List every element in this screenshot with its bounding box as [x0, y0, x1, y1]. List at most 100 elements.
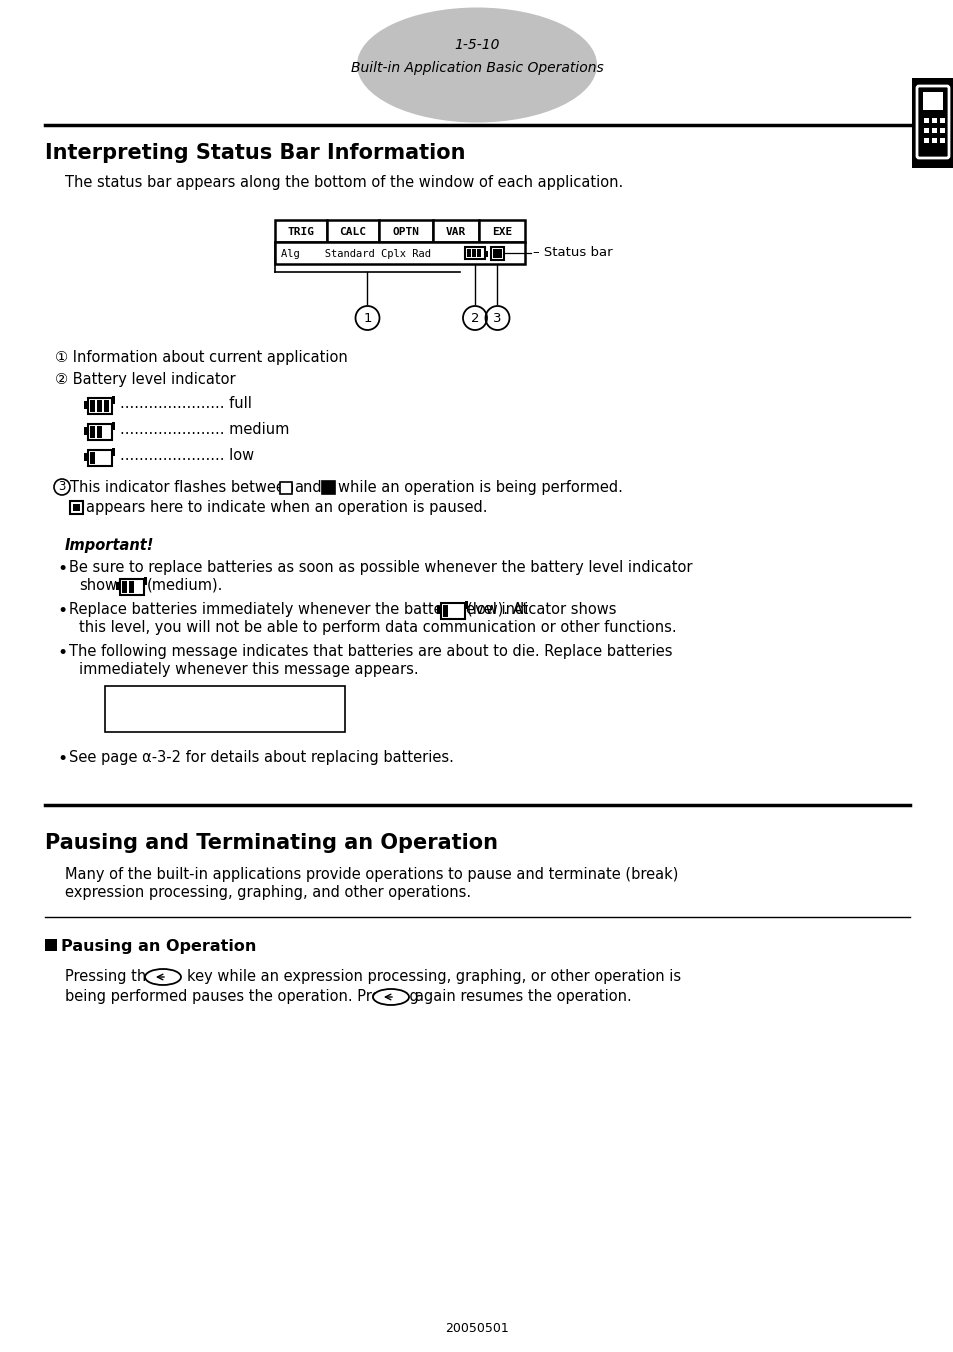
Bar	[84, 402, 88, 410]
Bar	[122, 581, 127, 594]
Text: Batteries are extremely low!: Batteries are extremely low!	[112, 692, 321, 707]
Bar	[493, 249, 501, 257]
Bar	[45, 940, 57, 950]
Bar	[116, 581, 120, 589]
Bar	[90, 452, 95, 464]
Bar	[97, 426, 102, 438]
Bar	[378, 220, 433, 242]
Text: This indicator flashes between: This indicator flashes between	[70, 480, 294, 495]
Text: ② Battery level indicator: ② Battery level indicator	[55, 372, 235, 387]
Text: immediately whenever this message appears.: immediately whenever this message appear…	[79, 662, 418, 677]
Text: key while an expression processing, graphing, or other operation is: key while an expression processing, grap…	[187, 969, 680, 984]
Text: Alg    Standard Cplx Rad: Alg Standard Cplx Rad	[281, 249, 431, 260]
Text: Pressing the: Pressing the	[65, 969, 155, 984]
Text: this level, you will not be able to perform data communication or other function: this level, you will not be able to perf…	[79, 621, 676, 635]
Text: expression processing, graphing, and other operations.: expression processing, graphing, and oth…	[65, 886, 471, 900]
Bar	[97, 400, 102, 412]
Bar	[112, 422, 115, 430]
Text: ...................... low: ...................... low	[120, 448, 253, 462]
Text: •: •	[57, 644, 67, 662]
Ellipse shape	[373, 990, 409, 1005]
FancyBboxPatch shape	[916, 87, 948, 158]
Text: Many of the built-in applications provide operations to pause and terminate (bre: Many of the built-in applications provid…	[65, 867, 678, 882]
Bar	[105, 685, 345, 731]
Ellipse shape	[356, 8, 597, 123]
Text: CALC: CALC	[339, 227, 366, 237]
Bar	[923, 128, 928, 132]
Text: •: •	[57, 602, 67, 621]
Text: Pausing an Operation: Pausing an Operation	[61, 940, 256, 955]
Bar	[129, 581, 133, 594]
Text: ① Information about current application: ① Information about current application	[55, 350, 348, 365]
Bar	[280, 483, 292, 493]
Bar	[70, 502, 83, 514]
Bar	[939, 118, 944, 123]
Bar	[923, 92, 942, 110]
Bar	[90, 400, 95, 412]
Bar	[322, 481, 335, 493]
Text: The following message indicates that batteries are about to die. Replace batteri: The following message indicates that bat…	[69, 644, 672, 658]
Bar	[120, 579, 144, 595]
Bar	[464, 602, 468, 608]
Text: VAR: VAR	[445, 227, 466, 237]
Text: being performed pauses the operation. Pressing: being performed pauses the operation. Pr…	[65, 990, 418, 1005]
Text: ...................... full: ...................... full	[120, 396, 252, 411]
Bar	[327, 220, 378, 242]
Text: ...................... medium: ...................... medium	[120, 422, 289, 437]
Bar	[911, 78, 953, 168]
Bar	[274, 220, 327, 242]
Text: and: and	[294, 480, 321, 495]
Text: Interpreting Status Bar Information: Interpreting Status Bar Information	[45, 143, 465, 164]
Bar	[84, 427, 88, 435]
Bar	[484, 251, 488, 257]
Ellipse shape	[145, 969, 181, 986]
Text: Replace batteries immediately whenever the battery level indicator shows: Replace batteries immediately whenever t…	[69, 602, 616, 617]
Bar	[923, 118, 928, 123]
Text: 3: 3	[493, 311, 501, 324]
Text: Replace batteries immediately!: Replace batteries immediately!	[112, 710, 343, 725]
Text: Important!: Important!	[65, 538, 154, 553]
Bar	[931, 138, 936, 143]
Text: 3: 3	[58, 480, 66, 493]
Bar	[274, 242, 524, 264]
Bar	[84, 453, 88, 461]
Text: 2: 2	[470, 311, 478, 324]
Bar	[472, 249, 476, 257]
Bar	[433, 220, 478, 242]
Bar	[931, 118, 936, 123]
Text: appears here to indicate when an operation is paused.: appears here to indicate when an operati…	[86, 500, 487, 515]
Text: OPTN: OPTN	[392, 227, 419, 237]
Bar	[476, 249, 480, 257]
Text: Built-in Application Basic Operations: Built-in Application Basic Operations	[351, 61, 602, 74]
Bar	[144, 577, 147, 585]
Bar	[464, 247, 484, 260]
Bar	[923, 138, 928, 143]
Text: Be sure to replace batteries as soon as possible whenever the battery level indi: Be sure to replace batteries as soon as …	[69, 560, 692, 575]
Text: while an operation is being performed.: while an operation is being performed.	[337, 480, 622, 495]
Text: (medium).: (medium).	[147, 579, 223, 594]
Bar	[939, 128, 944, 132]
Text: •: •	[57, 750, 67, 768]
Bar	[88, 450, 112, 466]
Bar	[440, 603, 464, 619]
Bar	[88, 397, 112, 414]
Text: (low). At: (low). At	[467, 602, 528, 617]
Text: Pausing and Terminating an Operation: Pausing and Terminating an Operation	[45, 833, 497, 853]
Bar	[88, 425, 112, 439]
Bar	[73, 504, 80, 511]
Text: See page α-3-2 for details about replacing batteries.: See page α-3-2 for details about replaci…	[69, 750, 454, 765]
Text: 20050501: 20050501	[445, 1322, 508, 1334]
Bar	[112, 396, 115, 404]
Text: 1: 1	[363, 311, 372, 324]
Text: The status bar appears along the bottom of the window of each application.: The status bar appears along the bottom …	[65, 174, 622, 191]
Text: shows: shows	[79, 579, 125, 594]
Bar	[478, 220, 524, 242]
Text: – Status bar: – Status bar	[533, 246, 612, 260]
Bar	[112, 448, 115, 456]
Text: again resumes the operation.: again resumes the operation.	[415, 990, 631, 1005]
Bar	[467, 249, 471, 257]
Bar	[90, 426, 95, 438]
Bar	[442, 604, 448, 617]
Text: 1-5-10: 1-5-10	[454, 38, 499, 51]
Text: EXE: EXE	[492, 227, 512, 237]
